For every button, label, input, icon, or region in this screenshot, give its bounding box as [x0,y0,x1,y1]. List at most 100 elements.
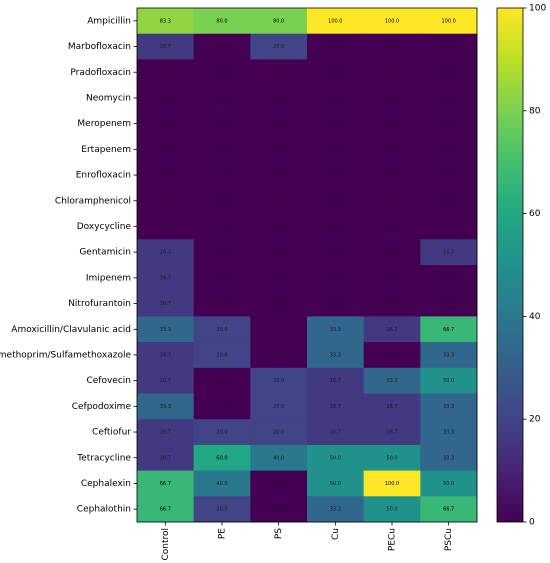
row-label: Ampicillin [87,16,131,26]
cell-value-label: 0.0 [275,301,283,307]
cell-value-label: 33.3 [386,378,397,384]
cell-value-label: 0.0 [218,275,226,281]
cell-value-label: 50.0 [443,481,454,487]
heatmap-cell [193,239,251,266]
cell-value-label: 0.0 [275,275,283,281]
heatmap-cell [420,290,478,317]
heatmap-cell [420,470,478,497]
heatmap-cell [363,316,421,343]
heatmap-cell [193,110,251,137]
colorbar-tick-label: 20 [529,415,541,425]
cell-value-label: 0.0 [388,173,396,179]
cell-value-label: 0.0 [445,121,453,127]
cell-value-label: 0.0 [218,70,226,76]
heatmap-cell [250,444,308,471]
cell-value-label: 80.0 [273,18,284,24]
cell-value-label: 0.0 [161,224,169,230]
colorbar-tick-label: 40 [529,312,541,322]
cell-value-label: 0.0 [445,147,453,153]
heatmap-cell [193,8,251,35]
cell-value-label: 0.0 [275,224,283,230]
heatmap-cell [363,265,421,292]
cell-value-label: 0.0 [275,70,283,76]
row-label: Pradofloxacin [70,68,131,78]
heatmap-cell [363,367,421,394]
heatmap-cell [250,136,308,163]
heatmap-cell [420,33,478,60]
heatmap-cell [363,187,421,214]
cell-value-label: 16.7 [330,430,341,436]
heatmap-cell [137,419,195,446]
cell-value-label: 16.7 [160,430,171,436]
cell-value-label: 0.0 [388,44,396,50]
heatmap-cell [137,213,195,240]
cell-value-label: 0.0 [388,198,396,204]
heatmap-cell [420,367,478,394]
heatmap-cell [137,136,195,163]
heatmap-cell [193,265,251,292]
cell-value-label: 0.0 [388,95,396,101]
cell-value-label: 0.0 [388,224,396,230]
row-label: Cephalothin [77,505,131,515]
heatmap-cell [420,393,478,420]
heatmap-cell [307,213,365,240]
row-label: Gentamicin [79,248,131,258]
cell-value-label: 16.7 [386,327,397,333]
cell-value-label: 0.0 [388,70,396,76]
heatmap-cell [307,419,365,446]
cell-value-label: 0.0 [445,44,453,50]
heatmap-cell [420,162,478,189]
colorbar-tick-label: 0 [529,518,535,528]
cell-value-label: 0.0 [331,121,339,127]
heatmap-cell [250,85,308,112]
cell-value-label: 40.0 [216,481,227,487]
cell-value-label: 16.7 [160,250,171,256]
row-label: Trimethoprim/Sulfamethoxazole [0,350,131,360]
cell-value-label: 100.0 [328,18,342,24]
heatmap-cell [137,85,195,112]
heatmap-cell [363,33,421,60]
cell-value-label: 0.0 [218,250,226,256]
heatmap-cell [363,239,421,266]
cell-value-label: 0.0 [331,173,339,179]
heatmap-cell [137,367,195,394]
heatmap-cell [193,419,251,446]
heatmap-cell [307,110,365,137]
row-label: Nitrofurantoin [68,299,131,309]
heatmap-cell [307,8,365,35]
heatmap-cell [193,33,251,60]
cell-value-label: 50.0 [386,455,397,461]
cell-value-label: 33.3 [443,352,454,358]
heatmap-cells: 83.3 80.0 80.0 100.0 100.0 100.0 16.7 0.0 20.0 0.… [137,8,478,523]
cell-value-label: 0.0 [331,198,339,204]
heatmap-cell [363,213,421,240]
column-labels: Control PE PS Cu PECu PSCu [161,522,454,561]
heatmap-cell [363,8,421,35]
cell-value-label: 20.0 [273,430,284,436]
cell-value-label: 0.0 [275,327,283,333]
cell-value-label: 0.0 [445,198,453,204]
cell-value-label: 60.0 [216,455,227,461]
cell-value-label: 0.0 [331,224,339,230]
column-label: PECu [388,528,398,551]
row-label: Meropenem [77,119,131,129]
cell-value-label: 0.0 [218,147,226,153]
heatmap-cell [193,136,251,163]
cell-value-label: 16.7 [330,378,341,384]
heatmap-cell [307,342,365,369]
cell-value-label: 0.0 [445,95,453,101]
heatmap-cell [363,136,421,163]
colorbar-ticks: 0 20 40 60 80 100 [523,4,546,528]
cell-value-label: 16.7 [160,378,171,384]
heatmap-cell [137,444,195,471]
heatmap-cell [363,470,421,497]
heatmap-cell [420,110,478,137]
row-label: Cefpodoxime [72,402,132,412]
cell-value-label: 33.3 [160,327,171,333]
cell-value-label: 83.3 [160,18,171,24]
cell-value-label: 100.0 [385,481,399,487]
heatmap-cell [137,8,195,35]
cell-value-label: 0.0 [218,95,226,101]
heatmap-cell [420,136,478,163]
colorbar-gradient [496,7,524,523]
